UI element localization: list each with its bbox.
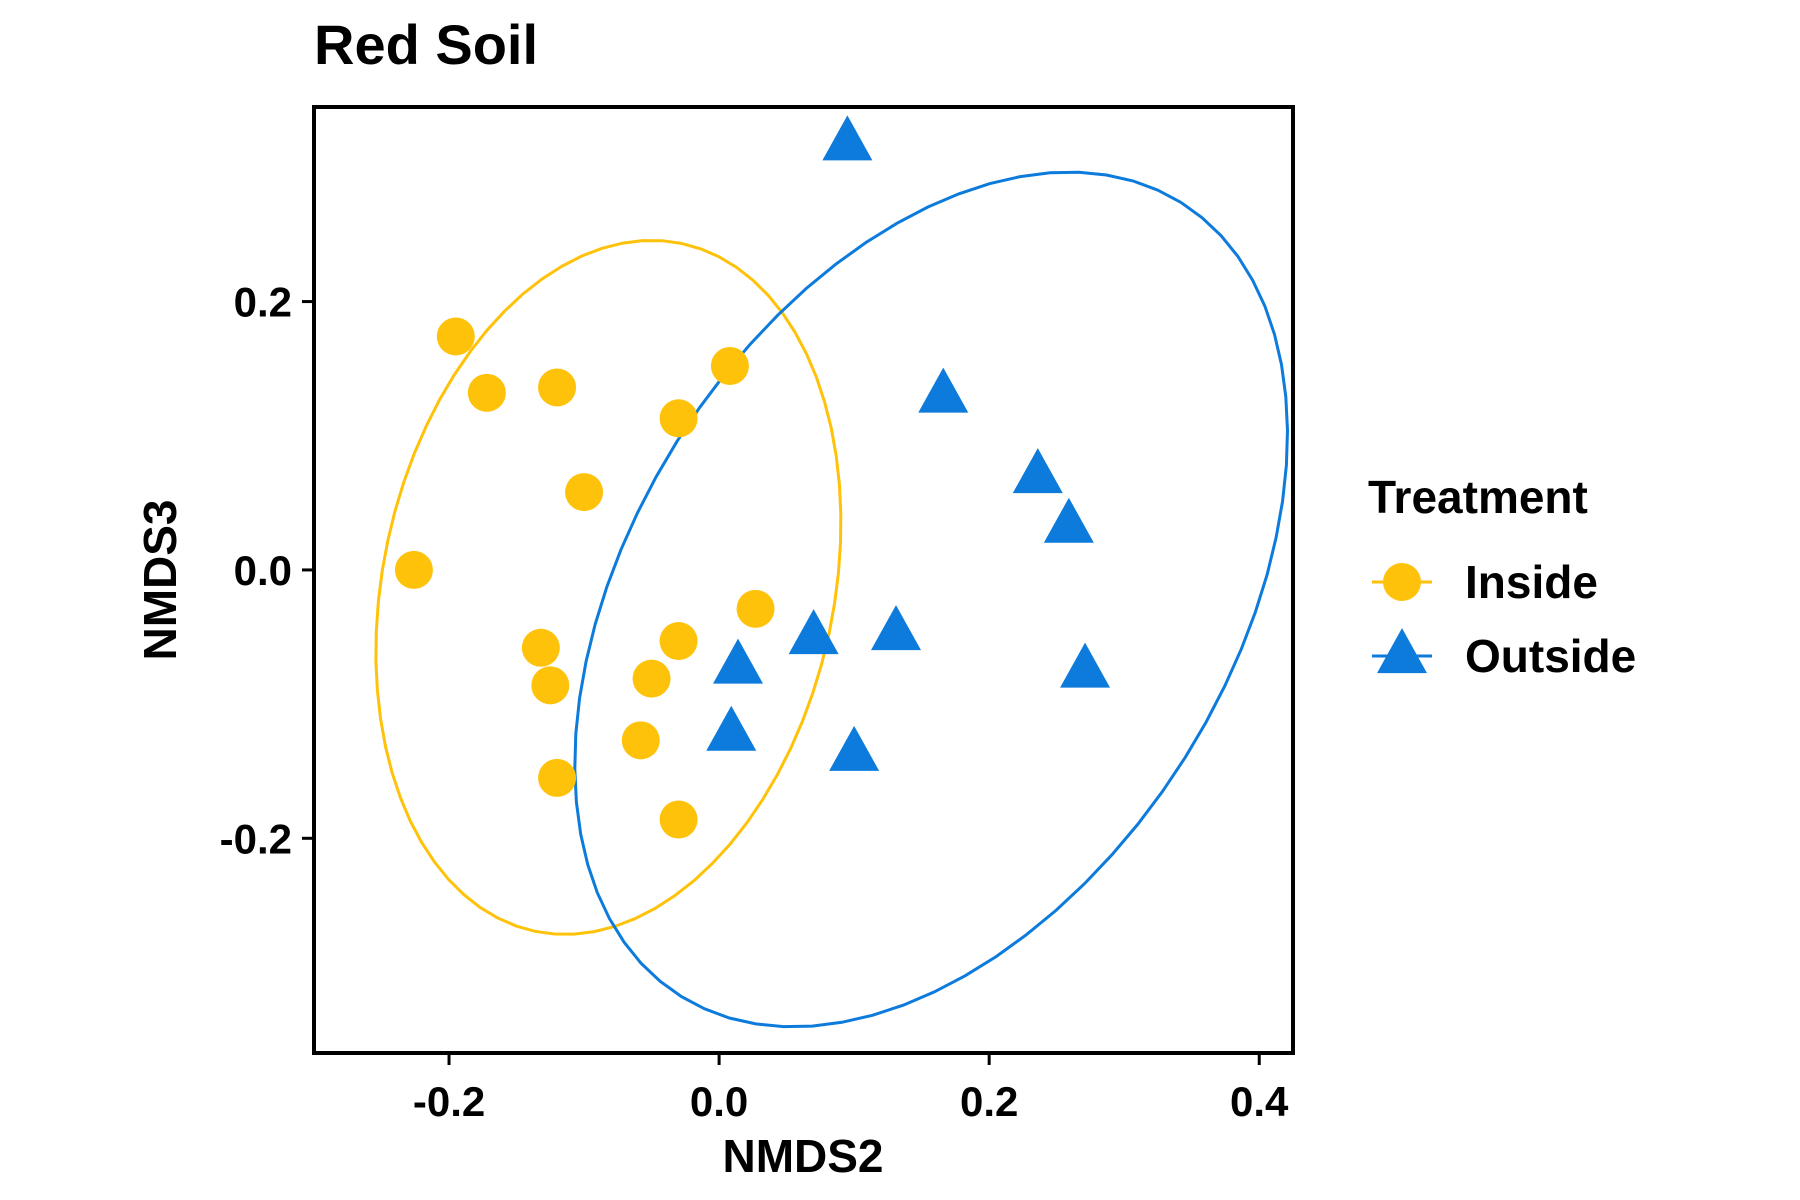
x-tick-label: 0.2 xyxy=(960,1078,1018,1125)
ellipse-inside xyxy=(374,239,843,936)
point-outside xyxy=(1012,448,1063,494)
x-tick-label: -0.2 xyxy=(413,1078,485,1125)
x-tick-label: 0.0 xyxy=(690,1078,748,1125)
ellipse-outside xyxy=(573,170,1290,1029)
legend-label-outside: Outside xyxy=(1465,630,1636,682)
legend-key-inside xyxy=(1372,563,1432,601)
point-inside xyxy=(710,346,749,385)
point-inside xyxy=(632,659,671,698)
legend-title: Treatment xyxy=(1368,471,1588,523)
point-outside xyxy=(829,725,880,771)
point-outside xyxy=(1043,497,1094,543)
point-outside xyxy=(918,367,969,413)
point-outside xyxy=(1060,642,1111,688)
point-inside xyxy=(565,473,604,512)
legend-label-inside: Inside xyxy=(1465,556,1598,608)
point-inside xyxy=(659,800,698,839)
point-inside xyxy=(659,399,698,438)
point-inside xyxy=(521,628,560,667)
x-tick-label: 0.4 xyxy=(1230,1078,1289,1125)
point-outside xyxy=(822,115,873,161)
y-axis-label: NMDS3 xyxy=(134,499,186,660)
point-inside xyxy=(659,622,698,661)
y-tick-label: 0.2 xyxy=(234,279,292,326)
data-points xyxy=(394,115,1111,839)
y-tick-label: -0.2 xyxy=(220,815,292,862)
x-axis-ticks: -0.2 0.0 0.2 0.4 xyxy=(413,1053,1289,1125)
legend-key-outside xyxy=(1372,628,1432,674)
point-inside xyxy=(538,758,577,797)
confidence-ellipses xyxy=(374,170,1290,1029)
point-inside xyxy=(621,721,660,760)
point-inside xyxy=(538,368,577,407)
chart-title: Red Soil xyxy=(314,13,538,76)
point-outside xyxy=(788,609,839,655)
point-outside xyxy=(706,705,757,751)
point-inside xyxy=(531,666,570,705)
point-inside xyxy=(467,373,506,412)
y-tick-label: 0.0 xyxy=(234,547,292,594)
point-inside xyxy=(736,589,775,628)
point-outside xyxy=(870,605,921,651)
point-inside xyxy=(394,550,433,589)
legend: Treatment Inside Outside xyxy=(1368,471,1636,682)
y-axis-ticks: -0.2 0.0 0.2 xyxy=(220,279,314,862)
point-inside xyxy=(436,317,475,356)
point-outside xyxy=(713,638,764,684)
x-axis-label: NMDS2 xyxy=(722,1130,883,1182)
plot-panel xyxy=(312,105,1295,1055)
